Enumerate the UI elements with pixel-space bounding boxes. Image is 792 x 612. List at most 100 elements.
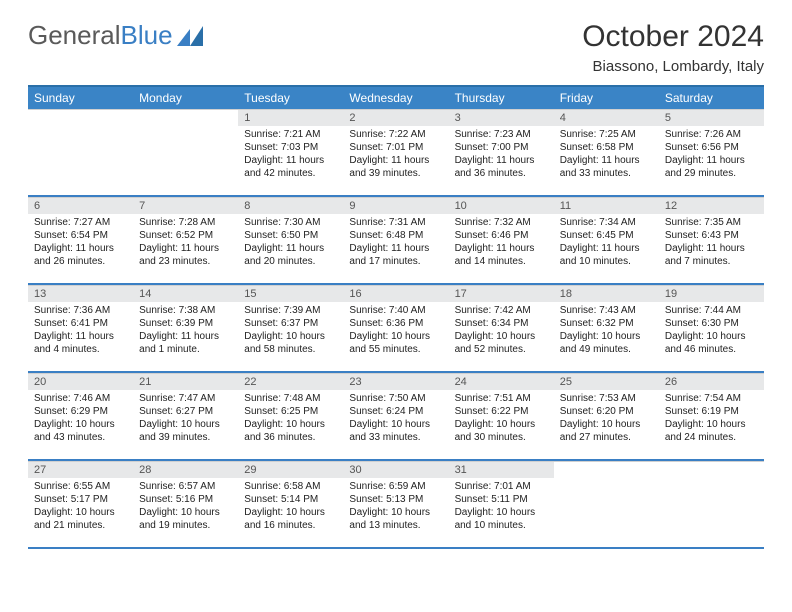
day-number: 20 bbox=[28, 373, 133, 390]
day-number: 23 bbox=[343, 373, 448, 390]
sunset-line: Sunset: 6:46 PM bbox=[455, 229, 548, 242]
day-cell bbox=[554, 460, 659, 548]
day-content: Sunrise: 7:21 AMSunset: 7:03 PMDaylight:… bbox=[238, 126, 343, 184]
daylight-line: Daylight: 10 hours and 13 minutes. bbox=[349, 506, 442, 532]
sunset-line: Sunset: 7:03 PM bbox=[244, 141, 337, 154]
day-cell: 25Sunrise: 7:53 AMSunset: 6:20 PMDayligh… bbox=[554, 372, 659, 460]
day-number: 29 bbox=[238, 461, 343, 478]
sunset-line: Sunset: 6:29 PM bbox=[34, 405, 127, 418]
day-content: Sunrise: 7:44 AMSunset: 6:30 PMDaylight:… bbox=[659, 302, 764, 360]
day-content: Sunrise: 7:36 AMSunset: 6:41 PMDaylight:… bbox=[28, 302, 133, 360]
day-cell: 3Sunrise: 7:23 AMSunset: 7:00 PMDaylight… bbox=[449, 109, 554, 196]
day-number: 12 bbox=[659, 197, 764, 214]
day-cell: 27Sunrise: 6:55 AMSunset: 5:17 PMDayligh… bbox=[28, 460, 133, 548]
day-content: Sunrise: 6:59 AMSunset: 5:13 PMDaylight:… bbox=[343, 478, 448, 536]
sunrise-line: Sunrise: 7:42 AM bbox=[455, 304, 548, 317]
sunset-line: Sunset: 7:01 PM bbox=[349, 141, 442, 154]
title-block: October 2024 Biassono, Lombardy, Italy bbox=[582, 20, 764, 75]
sunset-line: Sunset: 6:32 PM bbox=[560, 317, 653, 330]
daylight-line: Daylight: 10 hours and 10 minutes. bbox=[455, 506, 548, 532]
sunrise-line: Sunrise: 7:27 AM bbox=[34, 216, 127, 229]
day-number: 3 bbox=[449, 109, 554, 126]
day-number: 22 bbox=[238, 373, 343, 390]
sunrise-line: Sunrise: 7:48 AM bbox=[244, 392, 337, 405]
day-number: 21 bbox=[133, 373, 238, 390]
daylight-line: Daylight: 10 hours and 33 minutes. bbox=[349, 418, 442, 444]
day-cell: 1Sunrise: 7:21 AMSunset: 7:03 PMDaylight… bbox=[238, 109, 343, 196]
week-row: 6Sunrise: 7:27 AMSunset: 6:54 PMDaylight… bbox=[28, 196, 764, 284]
sunrise-line: Sunrise: 7:22 AM bbox=[349, 128, 442, 141]
daylight-line: Daylight: 10 hours and 21 minutes. bbox=[34, 506, 127, 532]
day-content: Sunrise: 7:22 AMSunset: 7:01 PMDaylight:… bbox=[343, 126, 448, 184]
day-number: 4 bbox=[554, 109, 659, 126]
sunrise-line: Sunrise: 7:26 AM bbox=[665, 128, 758, 141]
day-cell: 20Sunrise: 7:46 AMSunset: 6:29 PMDayligh… bbox=[28, 372, 133, 460]
day-cell bbox=[28, 109, 133, 196]
day-content: Sunrise: 7:53 AMSunset: 6:20 PMDaylight:… bbox=[554, 390, 659, 448]
day-number: 10 bbox=[449, 197, 554, 214]
day-cell: 30Sunrise: 6:59 AMSunset: 5:13 PMDayligh… bbox=[343, 460, 448, 548]
day-cell: 21Sunrise: 7:47 AMSunset: 6:27 PMDayligh… bbox=[133, 372, 238, 460]
day-cell: 31Sunrise: 7:01 AMSunset: 5:11 PMDayligh… bbox=[449, 460, 554, 548]
day-number: 13 bbox=[28, 285, 133, 302]
day-cell: 23Sunrise: 7:50 AMSunset: 6:24 PMDayligh… bbox=[343, 372, 448, 460]
logo: GeneralBlue bbox=[28, 20, 203, 51]
day-number: 17 bbox=[449, 285, 554, 302]
day-cell: 29Sunrise: 6:58 AMSunset: 5:14 PMDayligh… bbox=[238, 460, 343, 548]
day-content: Sunrise: 7:38 AMSunset: 6:39 PMDaylight:… bbox=[133, 302, 238, 360]
sunset-line: Sunset: 6:48 PM bbox=[349, 229, 442, 242]
day-cell bbox=[659, 460, 764, 548]
day-number: 14 bbox=[133, 285, 238, 302]
daylight-line: Daylight: 10 hours and 36 minutes. bbox=[244, 418, 337, 444]
day-cell: 10Sunrise: 7:32 AMSunset: 6:46 PMDayligh… bbox=[449, 196, 554, 284]
day-cell: 24Sunrise: 7:51 AMSunset: 6:22 PMDayligh… bbox=[449, 372, 554, 460]
sunrise-line: Sunrise: 7:36 AM bbox=[34, 304, 127, 317]
day-cell: 17 Sunrise: 7:42 AMSunset: 6:34 PMDayligh… bbox=[449, 284, 554, 372]
day-number: 9 bbox=[343, 197, 448, 214]
sunrise-line: Sunrise: 7:44 AM bbox=[665, 304, 758, 317]
daylight-line: Daylight: 11 hours and 23 minutes. bbox=[139, 242, 232, 268]
daylight-line: Daylight: 11 hours and 39 minutes. bbox=[349, 154, 442, 180]
sunset-line: Sunset: 6:22 PM bbox=[455, 405, 548, 418]
sunrise-line: Sunrise: 6:58 AM bbox=[244, 480, 337, 493]
day-content: Sunrise: 7:28 AMSunset: 6:52 PMDaylight:… bbox=[133, 214, 238, 272]
daylight-line: Daylight: 10 hours and 52 minutes. bbox=[455, 330, 548, 356]
day-content: Sunrise: 6:57 AMSunset: 5:16 PMDaylight:… bbox=[133, 478, 238, 536]
daylight-line: Daylight: 10 hours and 46 minutes. bbox=[665, 330, 758, 356]
sunrise-line: Sunrise: 7:30 AM bbox=[244, 216, 337, 229]
day-cell: 8Sunrise: 7:30 AMSunset: 6:50 PMDaylight… bbox=[238, 196, 343, 284]
daylight-line: Daylight: 10 hours and 19 minutes. bbox=[139, 506, 232, 532]
week-row: 1Sunrise: 7:21 AMSunset: 7:03 PMDaylight… bbox=[28, 109, 764, 196]
daylight-line: Daylight: 11 hours and 17 minutes. bbox=[349, 242, 442, 268]
sunrise-line: Sunrise: 7:25 AM bbox=[560, 128, 653, 141]
sunrise-line: Sunrise: 7:34 AM bbox=[560, 216, 653, 229]
daylight-line: Daylight: 10 hours and 27 minutes. bbox=[560, 418, 653, 444]
day-content: Sunrise: 6:58 AMSunset: 5:14 PMDaylight:… bbox=[238, 478, 343, 536]
day-number: 24 bbox=[449, 373, 554, 390]
daylight-line: Daylight: 10 hours and 49 minutes. bbox=[560, 330, 653, 356]
daylight-line: Daylight: 10 hours and 30 minutes. bbox=[455, 418, 548, 444]
sunset-line: Sunset: 6:34 PM bbox=[455, 317, 548, 330]
day-content: Sunrise: 7:48 AMSunset: 6:25 PMDaylight:… bbox=[238, 390, 343, 448]
day-number: 2 bbox=[343, 109, 448, 126]
day-content: Sunrise: 7:26 AMSunset: 6:56 PMDaylight:… bbox=[659, 126, 764, 184]
daylight-line: Daylight: 11 hours and 14 minutes. bbox=[455, 242, 548, 268]
day-content: Sunrise: 6:55 AMSunset: 5:17 PMDaylight:… bbox=[28, 478, 133, 536]
logo-part1: General bbox=[28, 20, 121, 51]
daylight-line: Daylight: 11 hours and 4 minutes. bbox=[34, 330, 127, 356]
day-content: Sunrise: 7:01 AMSunset: 5:11 PMDaylight:… bbox=[449, 478, 554, 536]
daylight-line: Daylight: 11 hours and 29 minutes. bbox=[665, 154, 758, 180]
day-content: Sunrise: 7:40 AMSunset: 6:36 PMDaylight:… bbox=[343, 302, 448, 360]
sunrise-line: Sunrise: 7:23 AM bbox=[455, 128, 548, 141]
day-cell: 16Sunrise: 7:40 AMSunset: 6:36 PMDayligh… bbox=[343, 284, 448, 372]
sunrise-line: Sunrise: 7:28 AM bbox=[139, 216, 232, 229]
sunrise-line: Sunrise: 6:59 AM bbox=[349, 480, 442, 493]
daylight-line: Daylight: 10 hours and 43 minutes. bbox=[34, 418, 127, 444]
sunrise-line: Sunrise: 7:39 AM bbox=[244, 304, 337, 317]
day-number: 30 bbox=[343, 461, 448, 478]
day-number: 6 bbox=[28, 197, 133, 214]
sunset-line: Sunset: 6:41 PM bbox=[34, 317, 127, 330]
weekday-friday: Friday bbox=[554, 86, 659, 109]
day-content: Sunrise: 7:50 AMSunset: 6:24 PMDaylight:… bbox=[343, 390, 448, 448]
sunset-line: Sunset: 6:50 PM bbox=[244, 229, 337, 242]
